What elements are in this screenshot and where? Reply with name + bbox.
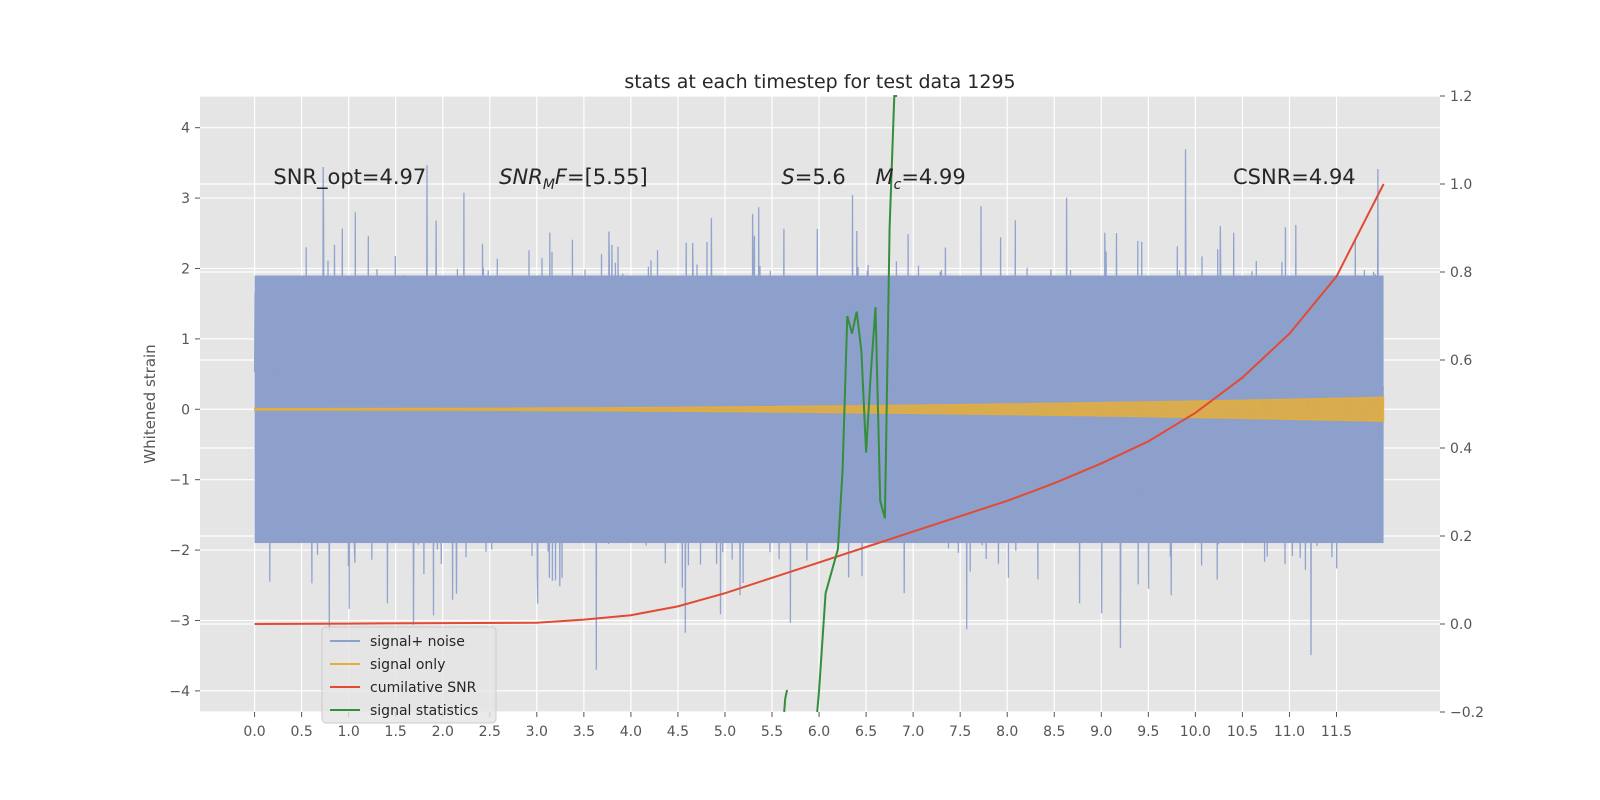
- legend-box: [321, 626, 497, 724]
- x-tick-label: 8.5: [1043, 724, 1065, 740]
- y-tick-label: 2: [181, 261, 190, 277]
- y2-tick-label: 1.2: [1450, 89, 1472, 105]
- y2-tick-label: 0.4: [1450, 441, 1472, 457]
- x-tick-label: 9.0: [1090, 724, 1112, 740]
- x-tick-label: 3.0: [526, 724, 548, 740]
- x-tick-label: 7.0: [902, 724, 924, 740]
- x-axis-ticks: 0.0 0.5 1.0 1.5 2.0 2.5 3.0 3.5 4.0 4.5 5.0 5.5 6.0 6…: [243, 712, 1352, 740]
- x-tick-label: 7.5: [949, 724, 971, 740]
- cumilative-snr-series: [254, 183, 1385, 625]
- y-tick-label: 0: [181, 402, 190, 418]
- annotation: CSNR=4.94: [1233, 165, 1356, 189]
- signal-statistics-series: [783, 95, 898, 713]
- y-tick-label: 1: [181, 332, 190, 348]
- signal-only-line: [253, 396, 1385, 422]
- y-tick-label: −4: [169, 684, 190, 700]
- annotation: Mc=4.99: [876, 165, 966, 193]
- annotation: S=5.6: [781, 165, 845, 189]
- x-tick-label: 6.5: [855, 724, 877, 740]
- y-axis-ticks: −4 −3 −2 −1 0 1 2 3 4: [169, 121, 200, 700]
- x-tick-label: 11.0: [1274, 724, 1305, 740]
- x-tick-label: 11.5: [1321, 724, 1352, 740]
- x-tick-label: 1.0: [338, 724, 360, 740]
- x-tick-label: 6.0: [808, 724, 830, 740]
- signal-noise-line: [253, 149, 1385, 670]
- x-tick-label: 2.5: [479, 724, 501, 740]
- x-tick-label: 0.0: [243, 724, 265, 740]
- y2-tick-label: 0.0: [1450, 617, 1472, 633]
- y-tick-label: −3: [169, 613, 190, 629]
- annotation: SNR_opt=4.97: [273, 165, 426, 190]
- x-tick-label: 10.0: [1180, 724, 1211, 740]
- y2-axis-ticks: −0.2 0.0 0.2 0.4 0.6 0.8 1.0 1.2: [1440, 89, 1484, 721]
- y-tick-label: 3: [181, 191, 190, 207]
- x-tick-label: 5.0: [714, 724, 736, 740]
- x-tick-label: 3.5: [573, 724, 595, 740]
- y2-tick-label: 0.6: [1450, 353, 1472, 369]
- signal-only-series: [253, 396, 1385, 422]
- legend-label: signal statistics: [370, 703, 478, 719]
- y-tick-label: −1: [169, 473, 190, 489]
- y2-tick-label: 0.2: [1450, 529, 1472, 545]
- signal-statistics-line: [783, 95, 898, 713]
- x-tick-label: 10.5: [1227, 724, 1258, 740]
- y2-tick-label: −0.2: [1450, 705, 1484, 721]
- x-tick-label: 8.0: [996, 724, 1018, 740]
- legend-label: cumilative SNR: [370, 680, 477, 696]
- annotations: SNR_opt=4.97 SNRMF=[5.55] S=5.6 Mc=4.99 CSNR…: [273, 165, 1355, 193]
- annotation: SNRMF=[5.55]: [499, 165, 648, 193]
- y-axis-label: Whitened strain: [141, 344, 159, 463]
- y-tick-label: 4: [181, 121, 190, 137]
- y-tick-label: −2: [169, 543, 190, 559]
- x-tick-label: 9.5: [1137, 724, 1159, 740]
- y2-tick-label: 0.8: [1450, 265, 1472, 281]
- x-tick-label: 4.5: [667, 724, 689, 740]
- legend-label: signal+ noise: [370, 634, 465, 650]
- x-tick-label: 2.0: [432, 724, 454, 740]
- x-tick-label: 5.5: [761, 724, 783, 740]
- x-tick-label: 0.5: [290, 724, 312, 740]
- chart-title: stats at each timestep for test data 129…: [624, 71, 1015, 93]
- cumilative-snr-line: [254, 183, 1385, 625]
- x-tick-label: 1.5: [385, 724, 407, 740]
- x-tick-label: 4.0: [620, 724, 642, 740]
- legend-label: signal only: [370, 657, 445, 673]
- y2-tick-label: 1.0: [1450, 177, 1472, 193]
- legend: signal+ noise signal only cumilative SNR si…: [321, 626, 497, 724]
